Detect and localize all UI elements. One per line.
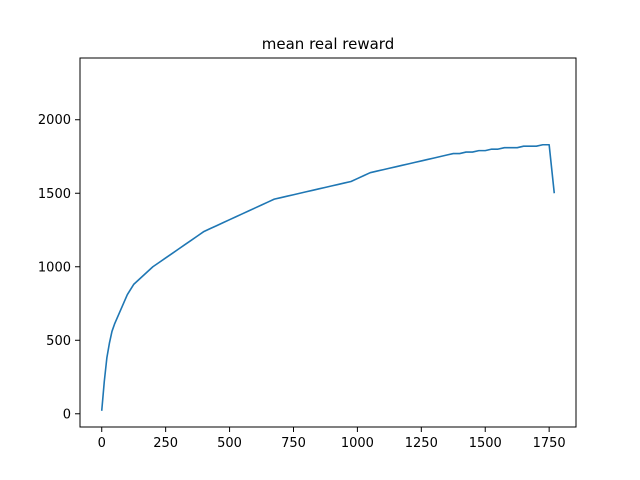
x-tick-label: 250 [153, 436, 178, 451]
x-tick-label: 1000 [341, 436, 374, 451]
y-tick-label: 0 [63, 407, 71, 422]
plot-frame [79, 57, 577, 428]
y-tick-label: 1000 [38, 260, 71, 275]
x-tick-label: 0 [98, 436, 106, 451]
y-tick-label: 500 [46, 334, 71, 349]
y-tick-label: 1500 [38, 187, 71, 202]
x-axis: 0 250 500 750 1000 1250 1500 1750 [98, 427, 566, 451]
x-tick-label: 500 [217, 436, 242, 451]
y-axis: 0 500 1000 1500 2000 [38, 113, 80, 422]
y-tick-label: 2000 [38, 113, 71, 128]
x-tick-label: 1500 [469, 436, 502, 451]
x-tick-label: 1250 [405, 436, 438, 451]
x-tick-label: 750 [281, 436, 306, 451]
chart-title: mean real reward [262, 35, 394, 53]
x-tick-label: 1750 [533, 436, 566, 451]
series-line-0 [100, 143, 556, 411]
